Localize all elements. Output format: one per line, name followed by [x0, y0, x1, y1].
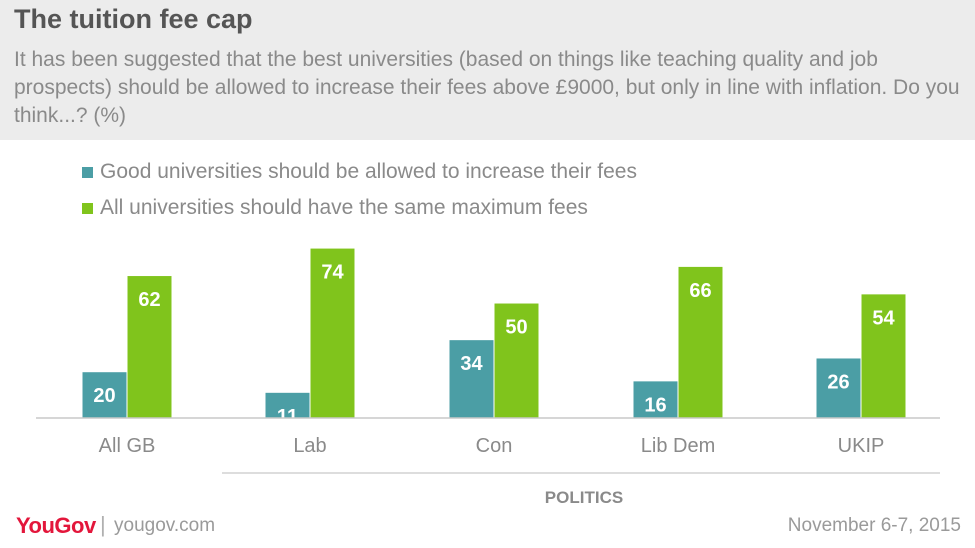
bar-con-series-2 [494, 303, 539, 418]
footer-site: yougov.com [114, 515, 216, 536]
data-label: 62 [138, 289, 160, 311]
legend-label: All universities should have the same ma… [100, 196, 588, 219]
data-label: 50 [505, 317, 527, 339]
x-tick-label: UKIP [838, 435, 885, 457]
chart-subtitle: It has been suggested that the best univ… [14, 48, 960, 127]
legend-item-same-maximum: All universities should have the same ma… [82, 196, 588, 220]
footer-date: November 6-7, 2015 [787, 515, 961, 536]
bar-ukip-series-2 [861, 294, 906, 418]
data-label: 54 [872, 307, 895, 329]
yougov-logo: YouGov [16, 513, 96, 538]
bar-all-gb-series-2 [127, 276, 172, 418]
x-tick-label: All GB [99, 435, 156, 457]
legend-swatch-green [82, 202, 93, 214]
data-label: 34 [460, 353, 483, 375]
bar-lab-series-2 [310, 248, 355, 418]
bar-all-gb-series-1 [82, 372, 127, 418]
bar-ukip-series-1 [816, 358, 861, 418]
x-tick-label: Lib Dem [641, 435, 715, 457]
data-label: 11 [277, 406, 298, 428]
legend-item-good-universities: Good universities should be allowed to i… [82, 160, 637, 184]
data-label: 66 [689, 280, 711, 302]
data-label: 26 [827, 371, 849, 393]
bar-con-series-1 [449, 340, 494, 418]
legend-label: Good universities should be allowed to i… [100, 160, 637, 183]
data-label: 74 [321, 262, 344, 284]
data-label: 16 [644, 394, 666, 416]
bar-lib-dem-series-2 [678, 266, 723, 418]
chart-title: The tuition fee cap [14, 4, 253, 34]
footer-separator: | [100, 512, 106, 537]
x-tick-label: Lab [293, 435, 326, 457]
x-tick-label: Con [476, 435, 513, 457]
header-band: The tuition fee cap It has been suggeste… [0, 0, 975, 140]
legend-swatch-teal [82, 166, 93, 178]
bar-lab-series-1 [265, 392, 310, 418]
data-label: 20 [93, 385, 115, 407]
group-label-politics: POLITICS [545, 488, 623, 507]
bar-lib-dem-series-1 [633, 381, 678, 418]
